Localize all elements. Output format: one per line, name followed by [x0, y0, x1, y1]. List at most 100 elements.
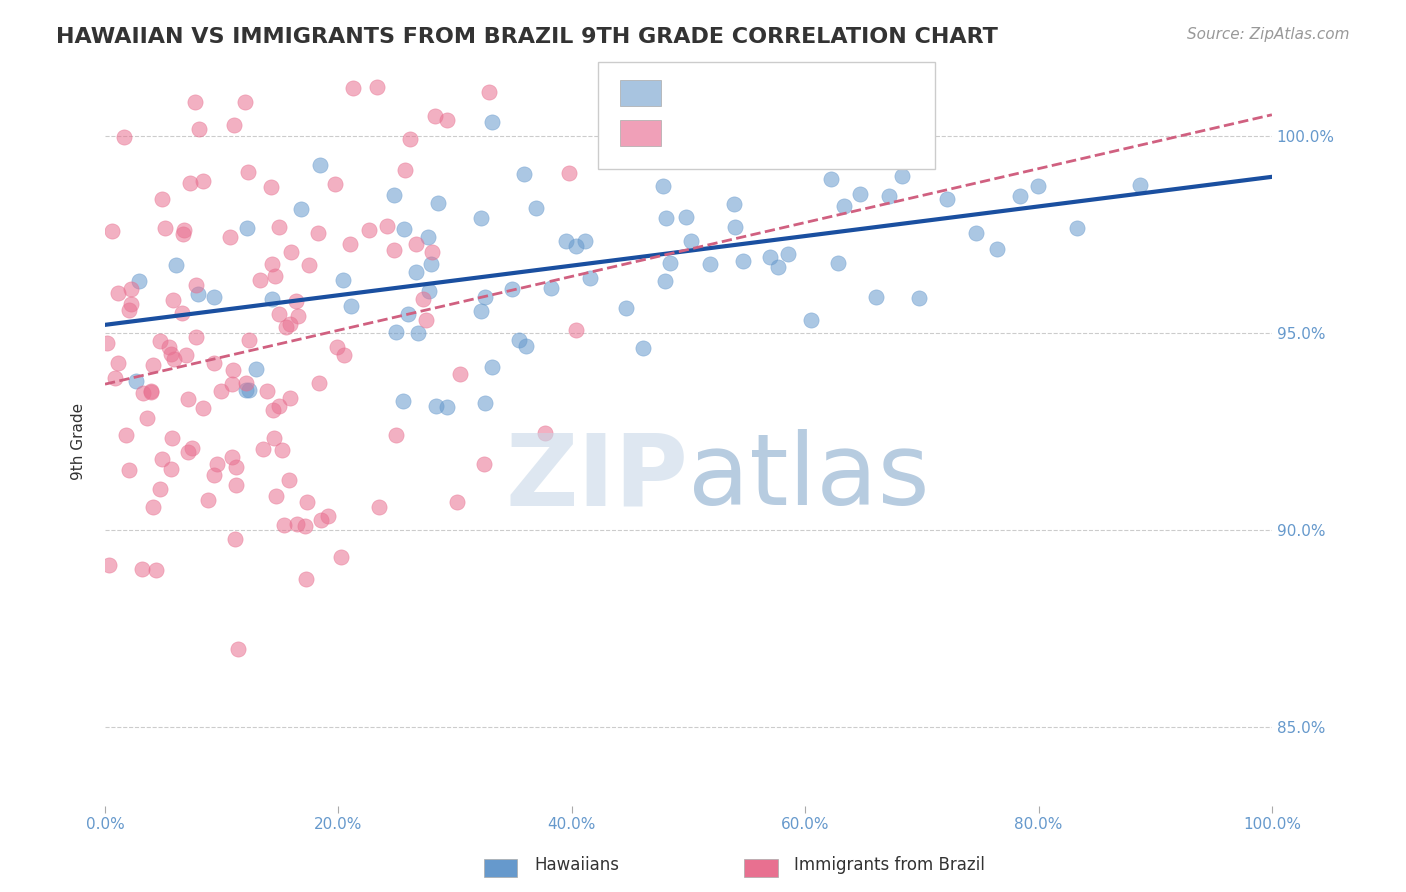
Point [163, 352, 186, 367]
Point [160, 462, 183, 476]
Point [891, 169, 914, 184]
Point [287, 517, 309, 532]
Point [142, 500, 165, 514]
Point [382, 187, 405, 202]
Point [965, 227, 987, 241]
Point [758, 250, 780, 264]
Point [652, 179, 675, 194]
Point [295, 494, 318, 508]
Point [865, 290, 887, 304]
Point [1008, 189, 1031, 203]
Point [515, 339, 537, 353]
Text: R = 0.601  N =  76: R = 0.601 N = 76 [668, 84, 838, 102]
Point [907, 292, 929, 306]
Point [396, 307, 419, 321]
Point [481, 115, 503, 129]
Point [936, 192, 959, 206]
Point [614, 301, 637, 316]
Point [252, 442, 274, 456]
Text: Source: ZipAtlas.com: Source: ZipAtlas.com [1187, 27, 1350, 42]
Point [342, 80, 364, 95]
Point [202, 356, 225, 370]
Point [267, 307, 290, 321]
Point [474, 290, 496, 304]
Point [820, 171, 842, 186]
Point [470, 211, 492, 225]
Point [172, 306, 194, 320]
Text: Immigrants from Brazil: Immigrants from Brazil [794, 856, 986, 874]
Point [145, 563, 167, 577]
Point [436, 401, 458, 415]
Point [766, 260, 789, 275]
Point [294, 519, 316, 533]
Point [1066, 220, 1088, 235]
Point [120, 297, 142, 311]
Point [235, 376, 257, 390]
Point [423, 109, 446, 123]
Point [418, 284, 440, 298]
Point [118, 302, 141, 317]
Point [139, 384, 162, 399]
Point [104, 371, 127, 385]
Point [202, 468, 225, 483]
Point [148, 483, 170, 497]
Point [579, 270, 602, 285]
Point [472, 457, 495, 471]
Text: Hawaiians: Hawaiians [534, 856, 619, 874]
Point [406, 326, 429, 340]
Point [675, 210, 697, 224]
Point [329, 550, 352, 565]
Point [177, 392, 200, 407]
Point [832, 199, 855, 213]
Point [209, 384, 232, 399]
Point [436, 113, 458, 128]
Point [245, 362, 267, 376]
Point [96, 336, 118, 351]
Text: atlas: atlas [689, 429, 931, 526]
Point [877, 189, 900, 203]
Point [316, 508, 339, 523]
Point [236, 220, 259, 235]
Point [326, 340, 349, 354]
Point [128, 274, 150, 288]
Point [222, 363, 245, 377]
Point [222, 118, 245, 132]
Point [1129, 178, 1152, 192]
Point [177, 445, 200, 459]
Point [249, 272, 271, 286]
Point [446, 495, 468, 509]
Point [332, 348, 354, 362]
Point [399, 132, 422, 146]
Point [260, 292, 283, 306]
Point [150, 192, 173, 206]
Point [287, 309, 309, 323]
Point [449, 368, 471, 382]
Point [800, 313, 823, 327]
Point [986, 242, 1008, 256]
Point [107, 285, 129, 300]
Point [224, 533, 246, 547]
Point [107, 357, 129, 371]
Point [359, 223, 381, 237]
Y-axis label: 9th Grade: 9th Grade [72, 403, 86, 480]
Point [681, 235, 703, 249]
Point [405, 236, 427, 251]
Point [193, 174, 215, 188]
Point [478, 85, 501, 99]
Point [101, 224, 124, 238]
Point [368, 500, 391, 514]
Point [723, 196, 745, 211]
Point [115, 428, 138, 442]
Point [221, 450, 243, 465]
Point [162, 293, 184, 307]
Point [173, 223, 195, 237]
Point [149, 334, 172, 349]
Point [415, 313, 437, 327]
Point [225, 460, 247, 475]
Point [260, 179, 283, 194]
Point [533, 426, 555, 441]
Point [159, 347, 181, 361]
Point [238, 383, 260, 397]
Point [184, 95, 207, 110]
Point [184, 278, 207, 293]
